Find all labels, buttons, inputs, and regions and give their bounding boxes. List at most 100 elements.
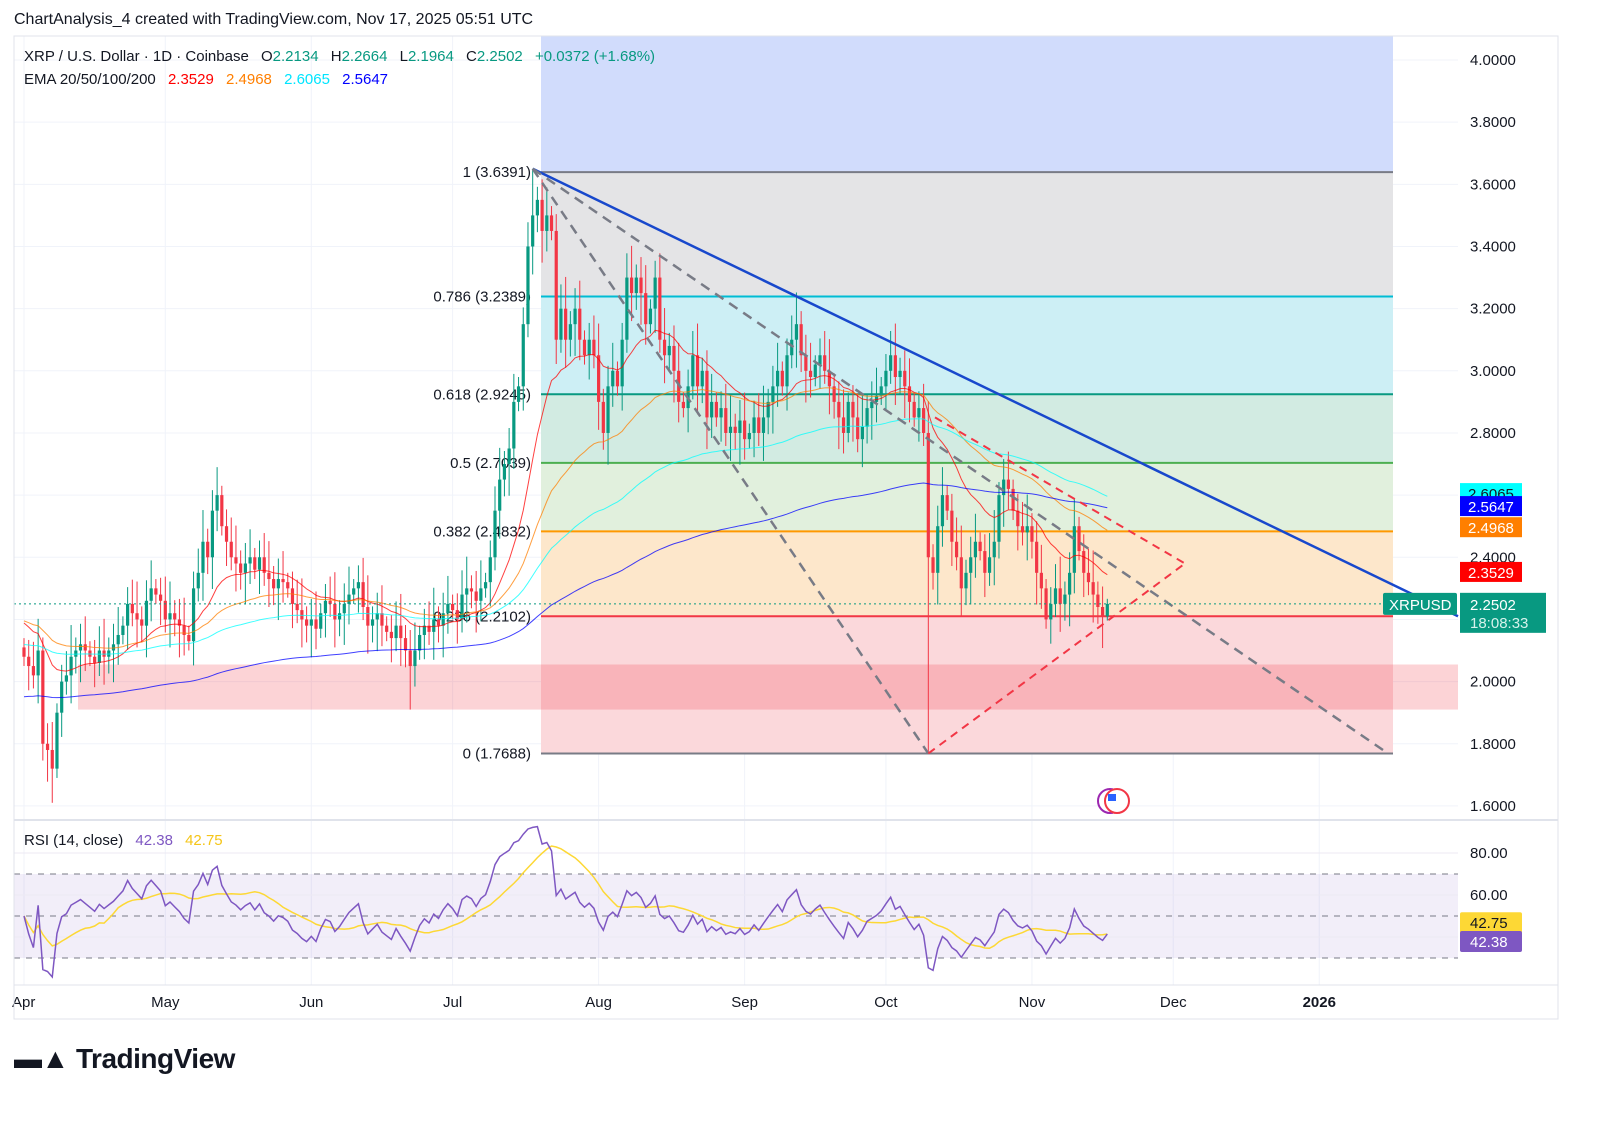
candle-body — [55, 712, 59, 769]
candle-body — [267, 572, 271, 580]
candle-body — [1063, 594, 1067, 604]
candle-body — [794, 324, 799, 340]
candle-body — [1030, 526, 1034, 542]
candle-body — [1105, 603, 1109, 617]
price-axis-tick: 4.0000 — [1470, 52, 1516, 69]
candle-body — [785, 355, 789, 387]
candle-body — [1049, 603, 1053, 620]
candle-body — [507, 448, 511, 465]
candle-body — [290, 588, 295, 604]
rsi-axis-tick: 80.00 — [1470, 845, 1508, 862]
support-zone — [78, 664, 1458, 710]
price-axis-tick: 3.2000 — [1470, 301, 1516, 318]
logo-text: TradingView — [76, 1043, 235, 1074]
candle-body — [931, 557, 935, 573]
candle-body — [743, 420, 747, 440]
candle-body — [206, 541, 210, 558]
candle-body — [625, 277, 629, 340]
high-label: H — [330, 48, 342, 65]
ema-price-badge-text: 2.3529 — [1468, 565, 1514, 582]
high-value: 2.2664 — [341, 48, 388, 65]
candle-body — [41, 650, 45, 744]
candle-body — [1072, 526, 1076, 573]
tradingview-logo[interactable]: ▬▲ TradingView — [14, 1043, 235, 1075]
candle-body — [328, 600, 332, 604]
fib-level-label: 1 (3.6391) — [463, 164, 531, 181]
falling-dashed-resistance — [934, 416, 1186, 565]
candle-body — [196, 572, 200, 589]
symbol-badge-text: XRPUSD — [1389, 597, 1452, 614]
candle-body — [597, 355, 601, 402]
candle-body — [479, 588, 483, 601]
candle-body — [239, 563, 243, 573]
rsi-ma-line — [23, 845, 1108, 950]
price-axis-tick: 2.0000 — [1470, 674, 1516, 691]
chart-frame — [13, 35, 1559, 1020]
price-axis-tick: 3.6000 — [1470, 176, 1516, 193]
fib-zone — [541, 394, 1393, 463]
candle-body — [790, 339, 794, 356]
ema50-line — [23, 387, 1108, 649]
candle-body — [568, 324, 572, 340]
candle-body — [126, 603, 130, 626]
us-flag-icon — [1108, 794, 1116, 801]
ema-price-badge — [1460, 561, 1522, 582]
candle-body — [733, 426, 737, 433]
candle-body — [620, 339, 624, 387]
candle-body — [535, 199, 539, 216]
candle-body — [954, 541, 959, 558]
candle-body — [1011, 488, 1015, 511]
rsi-line — [23, 825, 1108, 979]
candle-body — [1091, 582, 1095, 595]
candle-body — [549, 215, 554, 231]
price-axis-tick: 3.8000 — [1470, 114, 1516, 131]
candle-body — [512, 401, 516, 449]
candle-body — [394, 625, 398, 639]
ema100-line — [23, 418, 1108, 655]
ema20-value: 2.3529 — [167, 71, 214, 88]
rsi-value: 42.38 — [135, 832, 173, 849]
candle-body — [691, 355, 695, 387]
candle-body — [356, 582, 361, 589]
candle-body — [333, 603, 337, 620]
candle-body — [531, 215, 535, 247]
candle-body — [945, 495, 949, 511]
candle-body — [893, 355, 897, 378]
candle-body — [323, 600, 328, 614]
symbol-badge — [1383, 592, 1457, 615]
candle-body — [681, 401, 685, 409]
candle-body — [74, 650, 78, 657]
symbol-title[interactable]: XRP / U.S. Dollar · 1D · Coinbase — [24, 48, 249, 65]
ema-label[interactable]: EMA 20/50/100/200 — [24, 71, 156, 88]
candle-body — [111, 644, 116, 651]
candle-body — [851, 401, 855, 418]
candle-body — [761, 417, 766, 433]
rsi-badge-text: 42.75 — [1470, 915, 1508, 932]
fib-zone-extension — [541, 36, 1393, 173]
candle-body — [856, 417, 860, 440]
price-axis-tick: 2.8000 — [1470, 425, 1516, 442]
candle-body — [700, 370, 704, 387]
candle-body — [22, 647, 26, 657]
candle-body — [540, 199, 544, 231]
candle-body — [992, 541, 996, 558]
rsi-label[interactable]: RSI (14, close) — [24, 832, 124, 849]
candle-body — [714, 401, 718, 418]
close-label: C — [466, 48, 477, 65]
candle-body — [926, 432, 930, 558]
candle-body — [361, 582, 365, 608]
candle-body — [309, 619, 313, 626]
ema-price-badge — [1460, 496, 1522, 517]
symbol-legend: XRP / U.S. Dollar · 1D · Coinbase O2.213… — [24, 48, 655, 65]
time-axis-tick: Nov — [1019, 994, 1046, 1011]
candle-body — [27, 656, 31, 667]
candle-body — [163, 600, 167, 620]
candle-body — [1082, 551, 1086, 573]
candle-body — [776, 370, 780, 387]
candle-body — [116, 634, 120, 645]
candle-body — [936, 526, 940, 573]
candle-body — [1058, 588, 1062, 604]
candle-body — [191, 588, 196, 642]
candle-body — [526, 246, 530, 325]
